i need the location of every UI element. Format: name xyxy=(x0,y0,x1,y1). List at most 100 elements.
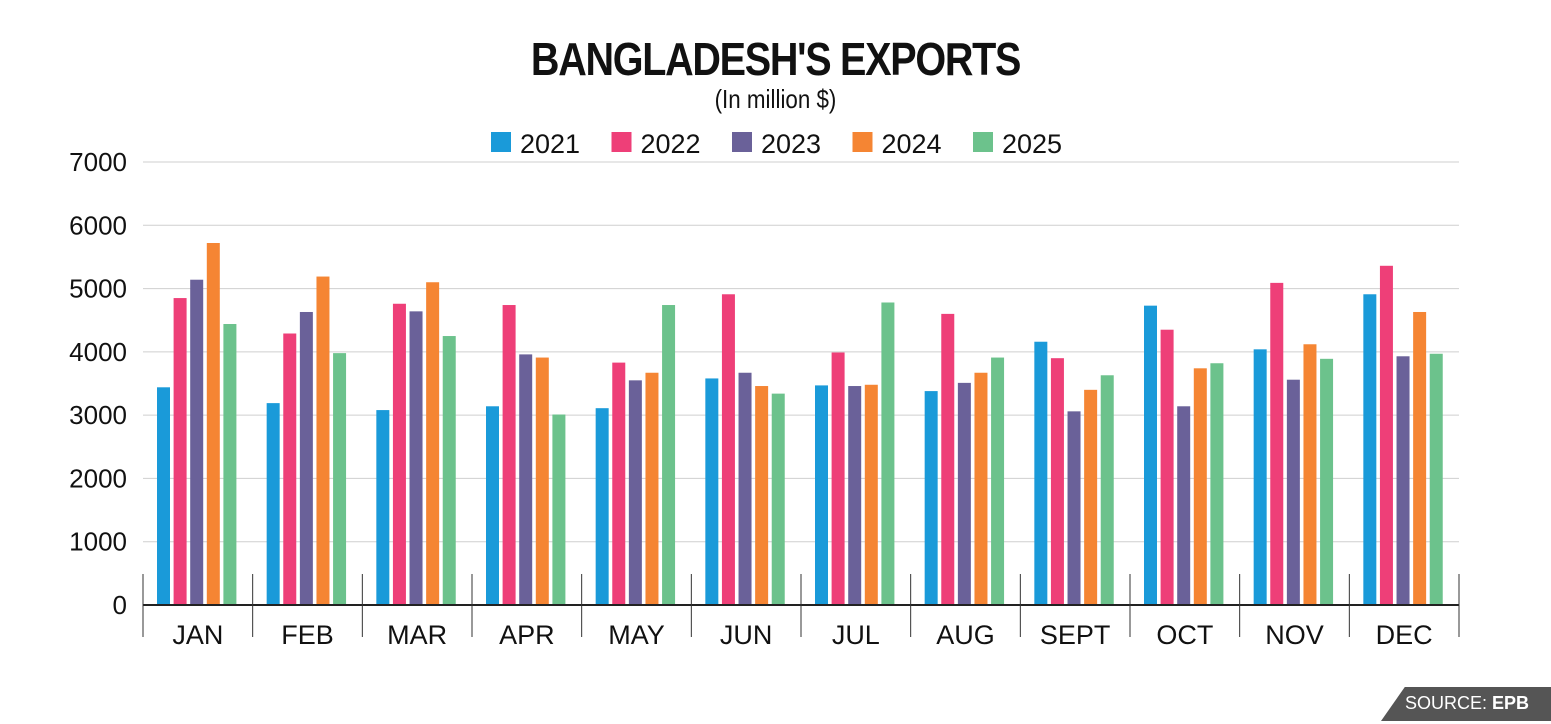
x-tick-label: JUN xyxy=(720,620,773,650)
bar-2022-dec xyxy=(1379,265,1393,605)
bar-2021-mar xyxy=(376,410,390,605)
legend-swatch-2024 xyxy=(852,132,873,152)
source-text: SOURCE: EPB xyxy=(1405,693,1529,714)
bar-2023-aug xyxy=(957,382,971,605)
bar-2022-feb xyxy=(283,333,297,605)
bar-2024-jun xyxy=(755,386,769,605)
bar-2022-nov xyxy=(1270,282,1284,605)
y-tick-label: 0 xyxy=(113,590,127,620)
legend-label: 2025 xyxy=(1002,129,1062,159)
legend-swatch-2021 xyxy=(491,132,511,152)
x-tick-label: MAY xyxy=(608,620,665,650)
bar-2025-sept xyxy=(1100,375,1114,605)
bar-2024-sept xyxy=(1084,389,1098,605)
bar-2023-apr xyxy=(519,354,533,605)
chart-title: BANGLADESH'S EXPORTS xyxy=(530,33,1021,85)
bar-2022-jan xyxy=(173,298,187,605)
bar-2022-may xyxy=(612,362,626,605)
y-tick-label: 5000 xyxy=(69,274,127,304)
y-axis: 0 1000 2000 3000 4000 5000 6000 7000 xyxy=(69,147,127,620)
bar-2024-jul xyxy=(864,384,878,605)
gridlines xyxy=(143,161,1459,543)
bar-2024-dec xyxy=(1413,311,1427,605)
bar-2023-dec xyxy=(1396,356,1410,605)
y-tick-label: 3000 xyxy=(69,400,127,430)
source-label: SOURCE: xyxy=(1404,693,1487,713)
bar-2023-jul xyxy=(848,386,862,605)
bar-2022-sept xyxy=(1050,358,1064,605)
bar-2022-aug xyxy=(941,313,955,605)
x-tick-label: SEPT xyxy=(1040,620,1111,650)
bar-2024-apr xyxy=(535,357,549,605)
bar-2021-sept xyxy=(1034,341,1048,605)
y-tick-label: 7000 xyxy=(69,147,127,177)
bar-2025-apr xyxy=(552,414,566,605)
bar-2025-aug xyxy=(991,357,1005,605)
bar-2025-mar xyxy=(442,336,456,605)
bar-2024-may xyxy=(645,372,659,605)
y-tick-label: 6000 xyxy=(69,210,127,240)
x-tick-label: JUL xyxy=(832,620,880,650)
bar-2024-mar xyxy=(426,282,440,605)
bar-2023-jan xyxy=(190,279,204,605)
bar-2025-dec xyxy=(1429,353,1443,605)
x-tick-label: OCT xyxy=(1156,620,1213,650)
chart-subtitle: (In million $) xyxy=(714,84,837,114)
bars xyxy=(157,243,1443,605)
legend-swatch-2022 xyxy=(611,132,632,152)
bar-2023-jun xyxy=(738,372,752,605)
x-tick-label: APR xyxy=(499,620,555,650)
bar-2022-mar xyxy=(392,303,406,605)
bar-2022-jul xyxy=(831,352,845,605)
legend-swatch-2023 xyxy=(732,132,752,152)
bar-2021-jan xyxy=(157,387,170,605)
y-tick-label: 4000 xyxy=(69,337,127,367)
bar-2023-nov xyxy=(1286,379,1300,605)
bar-2024-nov xyxy=(1303,344,1317,605)
bar-2025-feb xyxy=(333,353,347,605)
x-tick-label: JAN xyxy=(172,620,223,650)
bar-2023-oct xyxy=(1177,406,1191,605)
bar-2021-apr xyxy=(486,406,499,605)
y-tick-label: 1000 xyxy=(69,527,127,557)
legend-label: 2024 xyxy=(882,129,942,159)
bar-2024-oct xyxy=(1193,368,1207,605)
bar-2024-jan xyxy=(206,243,220,605)
x-tick-label: FEB xyxy=(281,620,334,650)
bar-2021-jun xyxy=(705,378,719,605)
bar-2022-apr xyxy=(502,305,516,605)
bar-2021-nov xyxy=(1253,349,1267,605)
bar-2025-jun xyxy=(771,393,785,605)
bar-2021-jul xyxy=(815,385,828,605)
bar-2025-nov xyxy=(1320,358,1334,605)
y-tick-label: 2000 xyxy=(69,463,127,493)
bar-2023-feb xyxy=(299,311,313,605)
x-axis: JAN FEB MAR APR MAY JUN JUL AUG SEPT OCT NOV DEC xyxy=(142,574,1460,650)
bar-2023-mar xyxy=(409,311,423,605)
bar-2021-may xyxy=(595,408,609,605)
bar-2023-sept xyxy=(1067,411,1081,605)
x-tick-label: AUG xyxy=(936,620,995,650)
bar-2022-oct xyxy=(1160,329,1174,605)
legend-label: 2022 xyxy=(641,129,701,159)
bar-2021-aug xyxy=(924,391,938,605)
x-tick-label: NOV xyxy=(1265,620,1324,650)
source-badge: SOURCE: EPB xyxy=(1381,687,1551,721)
source-name: EPB xyxy=(1491,693,1529,713)
bar-2025-jan xyxy=(223,324,237,605)
bar-2021-oct xyxy=(1144,305,1157,605)
bar-2021-dec xyxy=(1363,294,1377,605)
bar-2024-aug xyxy=(974,372,988,605)
bar-2025-jul xyxy=(881,302,895,605)
bar-2023-may xyxy=(628,380,642,605)
bar-2021-feb xyxy=(266,403,280,605)
bar-2025-oct xyxy=(1210,363,1224,605)
legend-swatch-2025 xyxy=(973,132,993,152)
bar-2024-feb xyxy=(316,276,330,605)
bar-2022-jun xyxy=(721,294,735,605)
legend-label: 2021 xyxy=(520,129,580,159)
x-tick-label: MAR xyxy=(387,620,447,650)
bar-2025-may xyxy=(662,305,676,605)
legend-label: 2023 xyxy=(761,129,821,159)
